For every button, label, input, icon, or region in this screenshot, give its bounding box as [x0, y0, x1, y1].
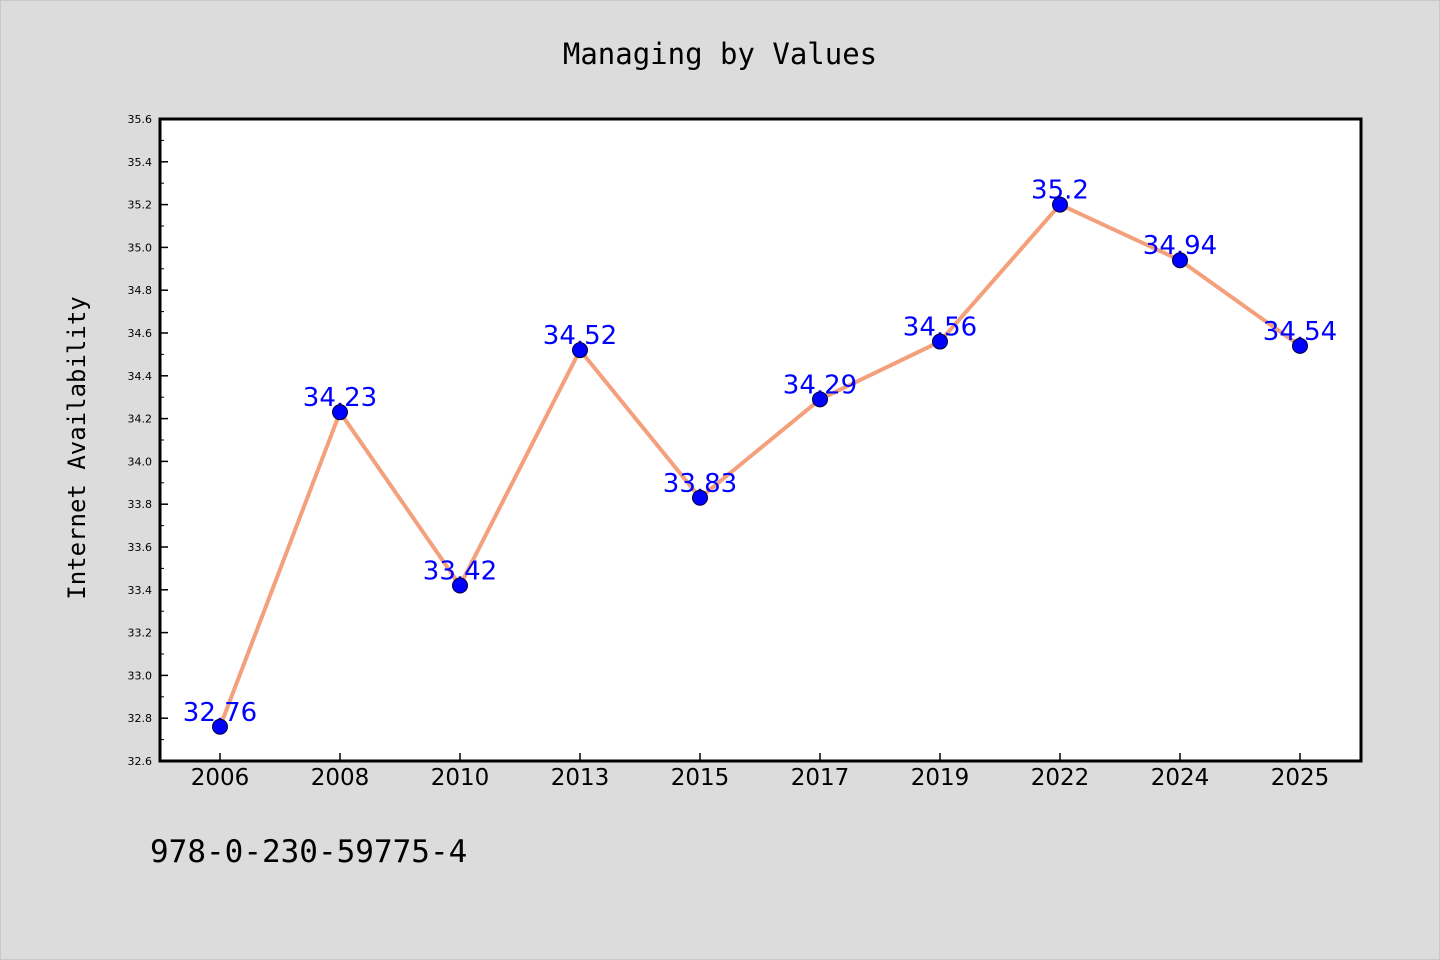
x-tick-label: 2019 — [911, 765, 970, 791]
series-line — [218, 202, 1302, 728]
y-tick-label: 35.6 — [128, 113, 153, 126]
y-tick-label: 33.8 — [128, 498, 153, 511]
data-label-group: 32.7634.2333.4234.5233.8334.2934.5635.23… — [183, 176, 1337, 735]
data-point — [1172, 252, 1188, 269]
y-tick-label: 32.8 — [128, 712, 153, 725]
chart-title: Managing by Values — [563, 37, 877, 71]
y-tick-label: 35.4 — [128, 156, 153, 169]
data-point — [812, 391, 828, 408]
data-point — [1292, 337, 1308, 354]
y-tick-label: 34.2 — [128, 413, 153, 426]
x-tick-label: 2013 — [551, 765, 610, 791]
x-tick-label: 2010 — [431, 765, 490, 791]
y-tick-label: 34.6 — [128, 327, 153, 340]
x-tick-label: 2024 — [1151, 765, 1210, 791]
x-tick-label: 2022 — [1031, 765, 1090, 791]
isbn-footnote: 978-0-230-59775-4 — [150, 834, 468, 870]
y-tick-label: 33.0 — [128, 669, 153, 682]
y-tick-label: 33.6 — [128, 541, 153, 554]
y-tick-label: 33.4 — [128, 584, 153, 597]
y-tick-label: 35.0 — [128, 241, 153, 254]
data-point — [932, 333, 948, 350]
y-tick-label: 33.2 — [128, 627, 153, 640]
y-tick-label: 34.0 — [128, 455, 153, 468]
data-point — [332, 404, 348, 421]
x-tick-label: 2008 — [311, 765, 370, 791]
y-tick-label: 32.6 — [128, 755, 153, 768]
data-point — [692, 489, 708, 506]
x-tick-label: 2015 — [671, 765, 730, 791]
x-tick-label: 2025 — [1271, 765, 1330, 791]
y-tick-label: 35.2 — [128, 199, 153, 212]
y-tick-label: 34.4 — [128, 370, 153, 383]
x-tick-label: 2017 — [791, 765, 850, 791]
x-tick-label: 2006 — [191, 765, 250, 791]
plot-area — [158, 117, 1363, 763]
series-line-group — [218, 202, 1302, 728]
y-tick-label: 34.8 — [128, 284, 153, 297]
data-point — [212, 718, 228, 735]
x-axis-ticks: 2006 2008 2010 2013 2015 2017 2019 2022 2024 2025 — [191, 753, 1330, 791]
data-point — [452, 577, 468, 594]
data-point — [572, 342, 588, 359]
y-axis-label: Internet Availability — [63, 296, 91, 599]
data-point — [1052, 196, 1068, 213]
y-axis-ticks: 32.6 32.8 33.0 33.2 33.4 33.6 33.8 34.0 34.2 34.4… — [128, 113, 168, 768]
